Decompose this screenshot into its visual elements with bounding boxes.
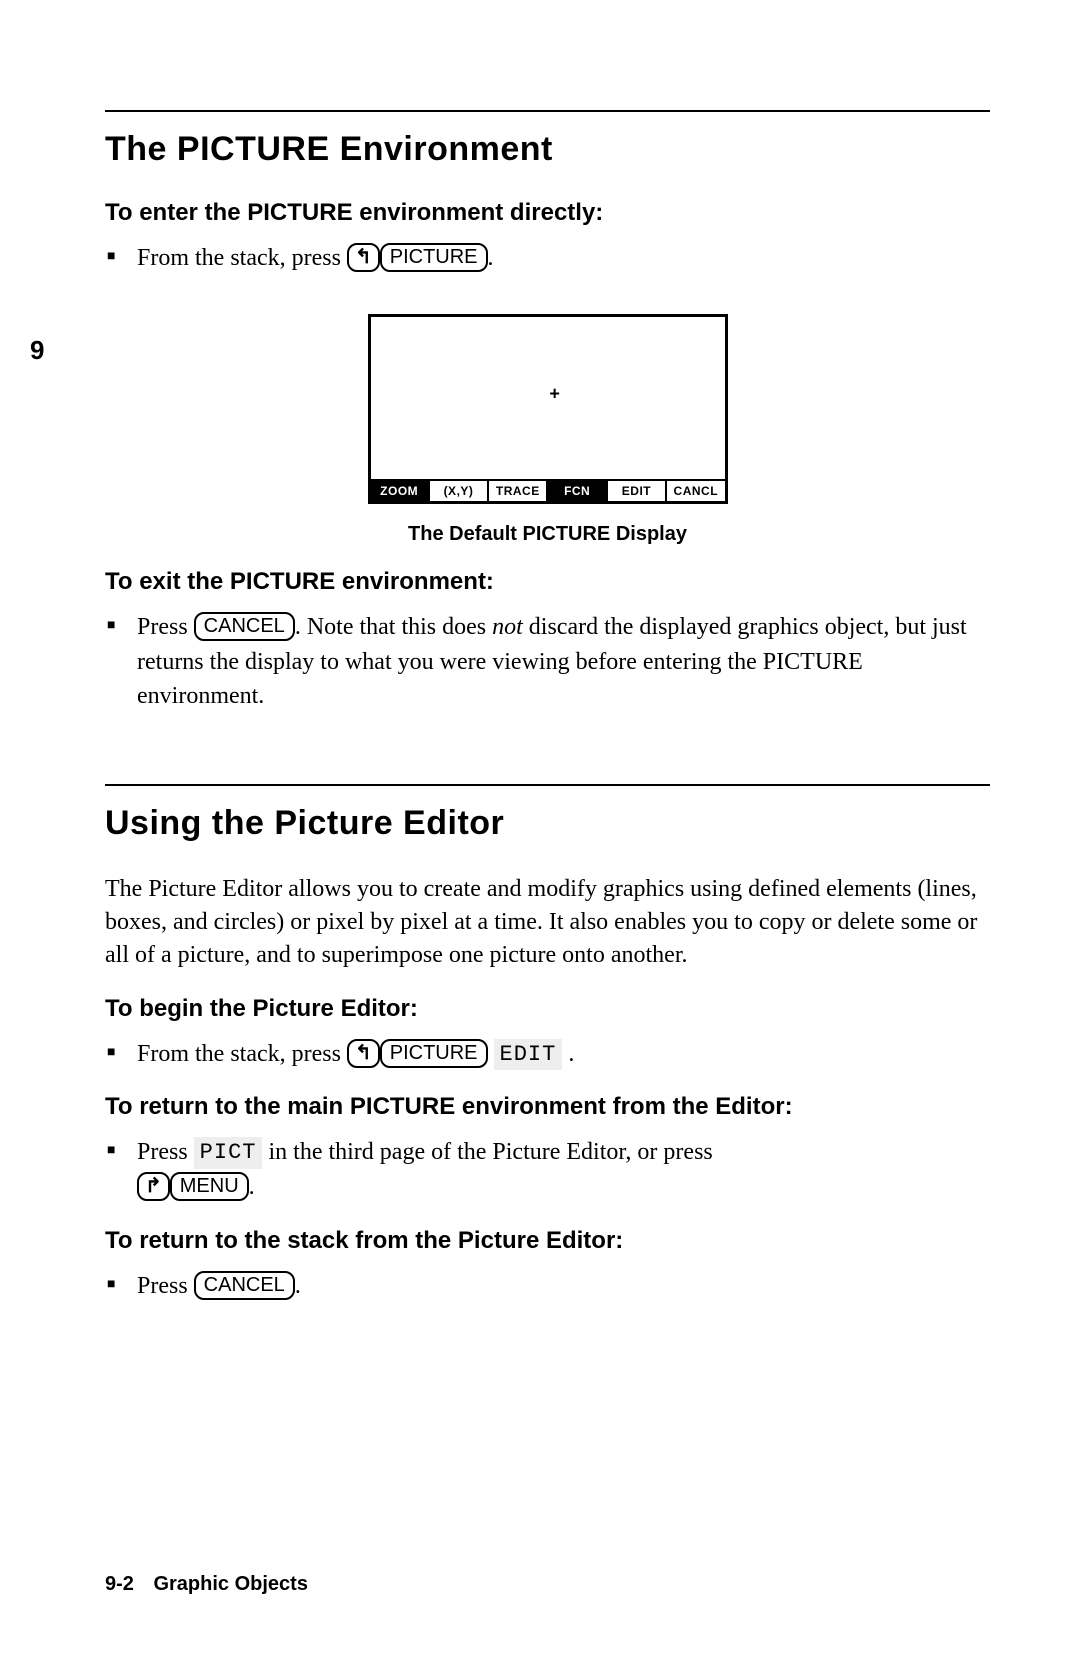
ret2-pre: Press [137, 1273, 194, 1299]
exit-mid1: . Note that this does [295, 614, 492, 640]
list-item: From the stack, press ↰PICTURE. [105, 241, 990, 276]
return1-list: Press PICT in the third page of the Pict… [105, 1135, 990, 1205]
menu-zoom: ZOOM [371, 481, 430, 501]
picture-key: PICTURE [380, 1039, 488, 1068]
list-item: Press PICT in the third page of the Pict… [105, 1135, 990, 1205]
sub-exit-picture: To exit the PICTURE environment: [105, 568, 990, 596]
display-caption: The Default PICTURE Display [105, 523, 990, 546]
page-body: The PICTURE Environment To enter the PIC… [0, 0, 1080, 1374]
ret2-post: . [295, 1273, 301, 1299]
section-title-picture-env: The PICTURE Environment [105, 130, 990, 169]
enter-text-post: . [488, 245, 494, 271]
cancel-key: CANCEL [194, 1271, 295, 1300]
menu-key: MENU [170, 1172, 249, 1201]
enter-text-pre: From the stack, press [137, 245, 347, 271]
menu-cancl: CANCL [667, 481, 724, 501]
ret1-post: . [249, 1174, 255, 1200]
left-shift-key-icon: ↰ [347, 1039, 380, 1068]
right-shift-key-icon: ↱ [137, 1172, 170, 1201]
picture-key: PICTURE [380, 243, 488, 272]
softkey-pict: PICT [194, 1137, 263, 1169]
display-figure: + ZOOM (X,Y) TRACE FCN EDIT CANCL The De… [105, 314, 990, 546]
top-rule-2 [105, 784, 990, 786]
editor-intro: The Picture Editor allows you to create … [105, 873, 990, 972]
menu-xy: (X,Y) [430, 481, 489, 501]
begin-pre: From the stack, press [137, 1041, 347, 1067]
menu-fcn: FCN [548, 481, 607, 501]
sub-begin-editor: To begin the Picture Editor: [105, 995, 990, 1023]
menu-edit: EDIT [608, 481, 667, 501]
display-menubar: ZOOM (X,Y) TRACE FCN EDIT CANCL [371, 479, 725, 501]
enter-list: From the stack, press ↰PICTURE. [105, 241, 990, 276]
list-item: From the stack, press ↰PICTURE EDIT . [105, 1037, 990, 1072]
exit-pre: Press [137, 614, 194, 640]
footer-page-number: 9-2 [105, 1573, 134, 1595]
exit-list: Press CANCEL. Note that this does not di… [105, 610, 990, 714]
exit-not: not [492, 614, 523, 640]
page-footer: 9-2 Graphic Objects [105, 1573, 308, 1596]
section-title-picture-editor: Using the Picture Editor [105, 804, 990, 843]
list-item: Press CANCEL. Note that this does not di… [105, 610, 990, 714]
ret1-pre: Press [137, 1139, 194, 1165]
cursor-plus-icon: + [549, 384, 560, 405]
ret1-mid: in the third page of the Picture Editor,… [262, 1139, 712, 1165]
menu-trace: TRACE [489, 481, 548, 501]
begin-list: From the stack, press ↰PICTURE EDIT . [105, 1037, 990, 1072]
sub-return-main: To return to the main PICTURE environmen… [105, 1093, 990, 1121]
calculator-display: + ZOOM (X,Y) TRACE FCN EDIT CANCL [368, 314, 728, 504]
left-shift-key-icon: ↰ [347, 243, 380, 272]
sub-return-stack: To return to the stack from the Picture … [105, 1227, 990, 1255]
list-item: Press CANCEL. [105, 1269, 990, 1304]
return2-list: Press CANCEL. [105, 1269, 990, 1304]
footer-chapter-name: Graphic Objects [153, 1573, 308, 1595]
top-rule-1 [105, 110, 990, 112]
cancel-key: CANCEL [194, 612, 295, 641]
sub-enter-picture: To enter the PICTURE environment directl… [105, 199, 990, 227]
begin-post: . [562, 1041, 574, 1067]
softkey-edit: EDIT [494, 1039, 563, 1071]
